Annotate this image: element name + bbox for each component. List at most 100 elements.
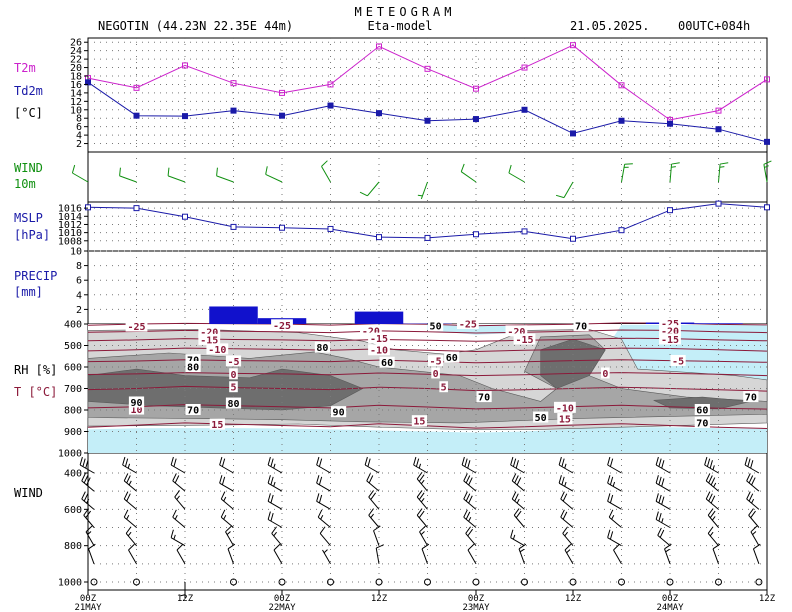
wind10m-barb — [72, 172, 89, 183]
mslp-point — [327, 225, 334, 232]
upper-wind-barb-feather — [270, 458, 274, 467]
temp-contour-label-bg — [457, 318, 479, 329]
upper-wind-barb-feather — [81, 491, 86, 500]
t2m-label: T2m — [14, 61, 36, 75]
upper-wind-barb — [664, 548, 671, 565]
upper-wind-barb-half-feather — [273, 463, 276, 469]
upper-wind-barb-calm — [327, 578, 334, 586]
upper-wind-barb-feather — [609, 458, 614, 467]
x-tick-label: 00Z — [468, 594, 485, 604]
precip-bar — [354, 311, 404, 324]
upper-wind-barb-feather — [705, 473, 711, 482]
mslp-point — [570, 235, 576, 242]
upper-wind-barb-feather — [373, 525, 381, 532]
x-date-label: 21MAY — [74, 603, 102, 612]
temp-axis-tick-label: 20 — [70, 63, 82, 74]
upper-wind-barb — [560, 498, 574, 510]
t2m-point — [473, 85, 479, 92]
precip-axis-tick-label: 2 — [76, 305, 82, 316]
rh-contour-label: 70 — [694, 416, 710, 429]
upper-wind-barb — [317, 516, 331, 528]
upper-wind-barb-half-feather — [226, 531, 231, 535]
upper-wind-barb — [413, 464, 428, 474]
rh-contour-label-bg — [694, 416, 710, 428]
upper-wind-barb-feather — [562, 526, 568, 534]
upper-wind-barb-calm — [133, 578, 140, 586]
rh-contour-label-bg — [128, 396, 145, 408]
td2m-point — [521, 106, 528, 113]
upper-wind-barb-feather — [655, 493, 659, 502]
wind10m-barb — [508, 172, 525, 183]
upper-wind-barb-feather — [511, 491, 517, 500]
upper-wind-barb-feather — [376, 544, 384, 549]
x-tick-label: 00Z — [80, 594, 97, 604]
temp-contour-label-text: 5 — [230, 383, 236, 394]
upper-wind-barb-feather — [465, 493, 471, 502]
upper-wind-barb-feather — [85, 460, 89, 469]
temp-contour-label: -15 — [198, 333, 221, 346]
x-tick-label: 12Z — [177, 594, 194, 604]
upper-wind-barb-feather — [658, 494, 662, 504]
upper-wind-barb-calm — [666, 578, 674, 586]
upper-wind-barb — [375, 547, 380, 564]
upper-wind-barb-feather — [655, 475, 659, 484]
upper-wind-barb-feather — [515, 460, 519, 469]
temp-axis-tick-label: 12 — [70, 97, 82, 108]
pressure-axis-tick-label: 700 — [64, 384, 82, 395]
upper-wind-barb — [123, 480, 137, 492]
run-label: 00UTC+084h — [678, 19, 750, 33]
upper-wind-barb-feather — [267, 511, 271, 520]
upper-wind-barb — [220, 516, 234, 528]
upper-wind-barb-feather — [85, 525, 93, 533]
upper-wind-barb-feather — [173, 458, 177, 467]
temp-contour-label-text: 0 — [433, 369, 439, 380]
upper-wind-barb — [364, 464, 380, 474]
rh-contour-label-bg — [185, 354, 201, 366]
temp-contour-label: -10 — [554, 401, 576, 414]
upper-wind-barb — [368, 514, 380, 528]
upper-wind-barb-feather — [708, 493, 713, 502]
upper-wind-barb-feather — [467, 528, 474, 537]
upper-wind-barb-half-feather — [516, 498, 520, 504]
temp-axis-tick-label: 24 — [70, 46, 82, 57]
td2m-point — [570, 130, 576, 137]
upper-wind-barb-half-feather — [611, 514, 615, 520]
temp-contour-label: -25 — [659, 317, 681, 330]
upper-wind-barb — [750, 531, 760, 546]
upper-wind-barb-feather — [79, 456, 83, 466]
rh-contour-label-bg — [379, 356, 395, 368]
wind10m-barb-half-feather — [671, 166, 676, 168]
temp-contour-label-bg — [198, 326, 221, 338]
x-date-label: 23MAY — [462, 603, 490, 612]
temp-contour-label-text: -25 — [127, 322, 145, 333]
t2m-point — [182, 62, 188, 69]
upper-wind-barb — [316, 464, 331, 474]
upper-wind-barb-feather — [707, 526, 714, 534]
upper-wind-barb — [707, 514, 719, 528]
mslp-axis-tick-label: 1014 — [58, 212, 82, 223]
td2m-point — [715, 126, 722, 133]
upper-wind-barb-feather — [316, 456, 320, 466]
precip-axis-tick-label: 6 — [76, 276, 82, 287]
mslp-point — [424, 234, 431, 241]
upper-wind-barb-feather — [744, 456, 748, 466]
upper-wind-barb-feather — [746, 473, 751, 482]
upper-wind-barb — [558, 464, 574, 474]
upper-wind-axis-tick-label: 600 — [64, 505, 82, 516]
x-date-label: 22MAY — [268, 603, 296, 612]
upper-wind-barb-feather — [465, 526, 471, 534]
temp-contour-label: -5 — [225, 355, 242, 368]
upper-wind-barb-feather — [128, 543, 135, 551]
upper-wind-barb — [174, 496, 186, 510]
td2m-point — [473, 116, 479, 123]
upper-wind-barb-calm — [618, 578, 625, 586]
axes: 2468101214161820222426100810101012101410… — [58, 38, 776, 612]
wind10m-barb-half-feather — [417, 194, 423, 197]
mslp-axis-tick-label: 1008 — [58, 236, 82, 247]
rh-contour-label-text: 60 — [381, 358, 393, 369]
upper-wind-barb-feather — [123, 473, 129, 482]
upper-wind-barb — [416, 514, 428, 528]
upper-wind-barb-feather — [465, 475, 471, 484]
rh-contour-label: 90 — [128, 396, 145, 409]
